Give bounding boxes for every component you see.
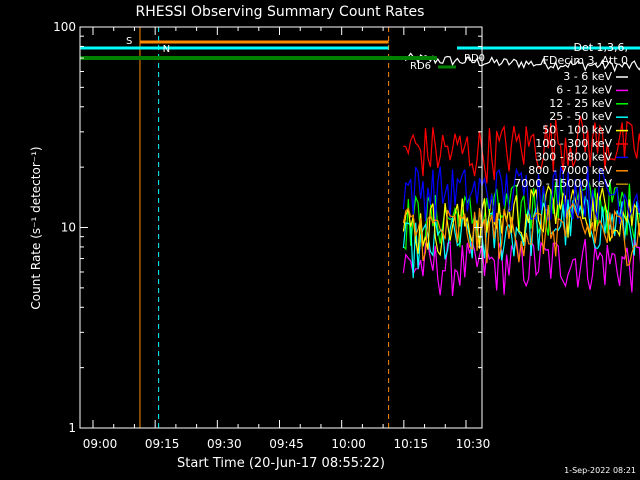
x-tick-label-6: 10:30 (456, 437, 491, 451)
y-tick-label-2: 100 (53, 20, 76, 34)
legend-header-line-2: FDecim 3, Att 0 (543, 54, 628, 67)
marker-label-n: N (163, 44, 170, 55)
legend-label-0: 3 - 6 keV (563, 70, 612, 83)
legend-label-7: 800 - 7000 keV (528, 164, 612, 177)
series-line-0 (402, 52, 640, 73)
x-tick-label-1: 09:15 (145, 437, 180, 451)
legend-label-6: 300 - 800 keV (535, 150, 612, 163)
series-line-4 (402, 184, 640, 257)
marker-layer: S N RD0 RD6 (80, 27, 640, 428)
legend-label-3: 25 - 50 keV (549, 110, 612, 123)
legend-label-4: 50 - 100 keV (542, 124, 612, 137)
x-tick-label-3: 09:45 (269, 437, 304, 451)
series-line-3 (402, 195, 640, 279)
legend-label-2: 12 - 25 keV (549, 97, 612, 110)
legend-label-8: 7000 - 15000 keV (514, 177, 612, 190)
x-axis: 09:00 09:15 09:30 09:45 10:00 10:15 10:30 (83, 27, 491, 451)
y-axis: 1 10 100 (53, 20, 482, 435)
x-axis-label: Start Time (20-Jun-17 08:55:22) (177, 456, 385, 471)
x-tick-label-2: 09:30 (207, 437, 242, 451)
legend-label-1: 6 - 12 keV (556, 83, 612, 96)
y-axis-label: Count Rate (s⁻¹ detector⁻¹) (29, 146, 43, 309)
series-line-6 (402, 165, 640, 225)
x-tick-label-0: 09:00 (83, 437, 118, 451)
legend-label-5: 100 - 300 keV (535, 137, 612, 150)
series-line-5 (403, 115, 640, 184)
series-line-2 (402, 176, 640, 251)
x-tick-label-4: 10:00 (331, 437, 366, 451)
legend-header-line-1: Det 1,3,6, (573, 41, 628, 54)
x-tick-label-5: 10:15 (394, 437, 429, 451)
y-tick-label-1: 10 (61, 221, 76, 235)
y-tick-label-0: 1 (68, 421, 76, 435)
marker-label-rd0: RD0 (464, 53, 485, 64)
chart-title: RHESSI Observing Summary Count Rates (136, 4, 425, 20)
footer-timestamp: 1-Sep-2022 08:21 (564, 466, 636, 475)
marker-label-s: S (126, 36, 132, 47)
series-line-1 (402, 238, 640, 297)
plot-area: S N RD0 RD6 (79, 26, 640, 429)
series-layer (402, 52, 640, 297)
series-line-7 (402, 202, 640, 267)
marker-label-rd6: RD6 (410, 61, 431, 72)
